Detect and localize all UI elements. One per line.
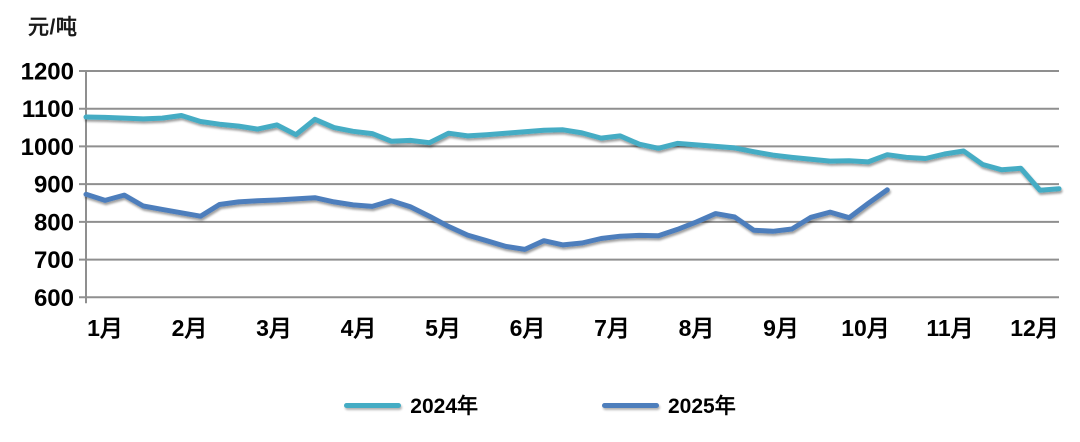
x-tick-label-5: 5月: [425, 315, 461, 341]
x-tick-label-3: 3月: [256, 315, 292, 341]
x-tick-label-8: 8月: [679, 315, 715, 341]
legend-swatch-2025: [602, 402, 659, 408]
y-axis-unit-label: 元/吨: [28, 16, 78, 39]
x-tick-label-12: 12月: [1010, 315, 1059, 341]
x-tick-label-9: 9月: [763, 315, 799, 341]
x-tick-label-10: 10月: [841, 315, 890, 341]
y-tick-label-800: 800: [34, 209, 74, 236]
x-tick-label-11: 11月: [926, 315, 973, 341]
legend-item-2024: 2024年: [344, 390, 478, 420]
series-line-2025年: [83, 187, 890, 252]
y-tick-label-700: 700: [34, 247, 74, 274]
legend-swatch-2024: [344, 402, 402, 408]
y-tick-label-600: 600: [34, 285, 74, 312]
y-tick-label-1100: 1100: [22, 96, 74, 123]
legend-label-2025: 2025年: [668, 395, 736, 418]
x-tick-label-6: 6月: [510, 315, 546, 341]
y-tick-label-900: 900: [34, 172, 74, 199]
axis-labels: 600 700 800 900 1000 1100 1200 1月 2月 3月 4月 5月 6月 7月 8月…: [21, 59, 1059, 342]
x-tick-label-7: 7月: [594, 315, 630, 341]
series-lines: [83, 113, 1062, 252]
y-tick-label-1200: 1200: [21, 59, 74, 86]
legend: 2024年 2025年: [0, 390, 1080, 420]
y-tick-label-1000: 1000: [21, 134, 74, 161]
series-line-2024年: [83, 113, 1062, 193]
plot-area: 600 700 800 900 1000 1100 1200 1月 2月 3月 4月 5月 6月 7月 8月…: [21, 59, 1062, 342]
legend-label-2024: 2024年: [410, 395, 478, 418]
x-tick-label-4: 4月: [341, 315, 377, 341]
x-tick-label-1: 1月: [87, 315, 123, 341]
x-tick-label-2: 2月: [172, 315, 208, 341]
gridlines: [79, 70, 1059, 299]
legend-item-2025: 2025年: [602, 390, 736, 420]
